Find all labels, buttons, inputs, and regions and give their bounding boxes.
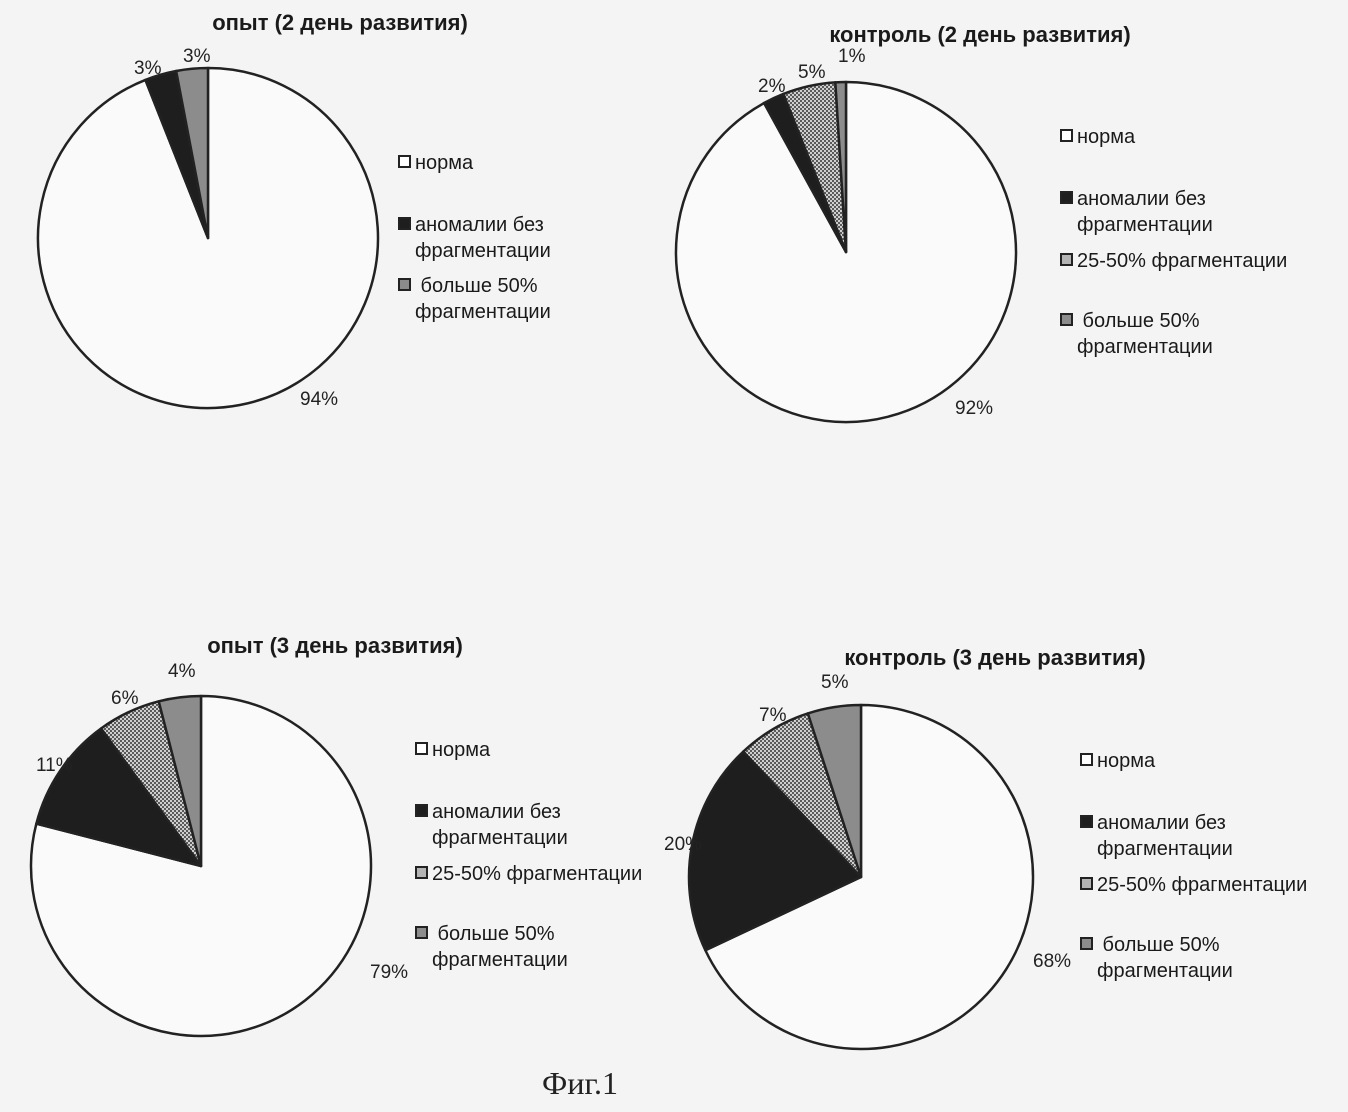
legend-item: 25-50% фрагментации (1080, 872, 1307, 898)
legend-label: норма (1097, 748, 1155, 774)
legend-swatch (1080, 877, 1093, 890)
slice-percent-label: 68% (1033, 951, 1071, 972)
legend-swatch (1080, 815, 1093, 828)
figure-caption: Фиг.1 (0, 1065, 1160, 1102)
legend-swatch (1080, 937, 1093, 950)
legend-label: 25-50% фрагментации (1097, 872, 1307, 898)
legend-swatch (1080, 753, 1093, 766)
legend-label: аномалии без фрагментации (1097, 810, 1233, 862)
slice-percent-label: 5% (821, 672, 849, 693)
slice-percent-label: 20% (664, 834, 702, 855)
slice-percent-label: 7% (759, 705, 787, 726)
legend-item: больше 50% фрагментации (1080, 932, 1233, 984)
legend-label: больше 50% фрагментации (1097, 932, 1233, 984)
legend-item: аномалии без фрагментации (1080, 810, 1233, 862)
legend-item: норма (1080, 748, 1155, 774)
